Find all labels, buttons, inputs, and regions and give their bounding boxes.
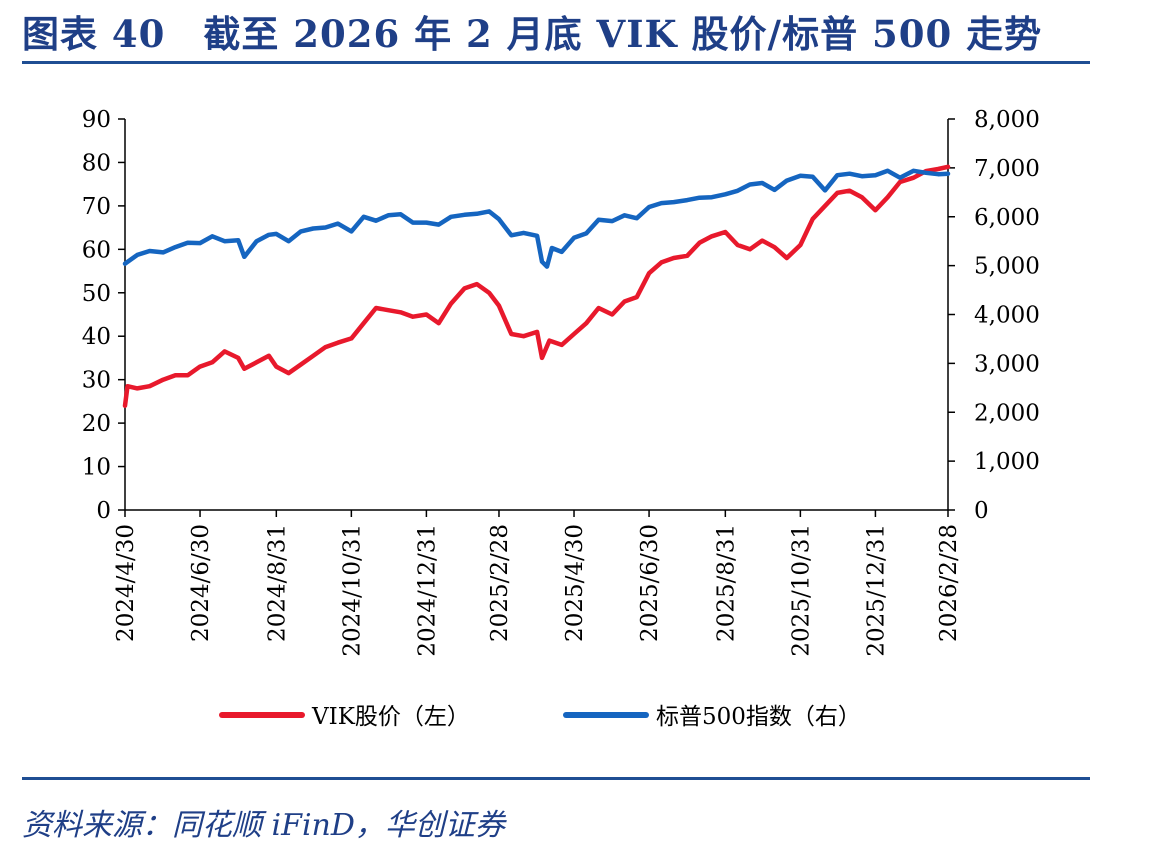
left-tick-label: 20 — [82, 411, 111, 437]
left-tick-label: 10 — [82, 455, 111, 481]
right-tick-label: 0 — [974, 498, 989, 524]
x-tick-label: 2024/6/30 — [188, 524, 214, 642]
right-tick-label: 1,000 — [974, 449, 1040, 475]
footer-rule — [22, 777, 1090, 780]
legend-item-vik-label: VIK股价（左） — [311, 704, 470, 730]
series-line-vik — [122, 164, 951, 408]
right-tick-label: 2,000 — [974, 400, 1040, 426]
figure-title: 图表 40 截至 2026 年 2 月底 VIK 股价/标普 500 走势 — [22, 12, 1043, 56]
legend: VIK股价（左） 标普500指数（右） — [219, 704, 861, 730]
left-tick-label: 90 — [82, 107, 111, 133]
x-tick-label: 2025/4/30 — [562, 524, 588, 642]
x-tick-label: 2025/6/30 — [637, 524, 663, 642]
right-tick-label: 3,000 — [974, 351, 1040, 377]
left-tick-label: 80 — [82, 150, 111, 176]
x-tick-label: 2026/2/28 — [936, 524, 962, 642]
source-note: 资料来源：同花顺 iFinD，华创证券 — [22, 808, 505, 843]
x-tick-label: 2025/2/28 — [487, 524, 513, 642]
legend-item-spx-label: 标普500指数（右） — [656, 704, 861, 730]
right-y-axis: 0 1,000 2,000 3,000 4,000 5,000 6,000 7,000 8,00… — [947, 107, 1040, 524]
x-tick-label: 2024/8/31 — [264, 524, 290, 642]
right-tick-label: 7,000 — [974, 156, 1040, 182]
line-chart: 0 10 20 30 40 50 60 70 80 90 0 1,000 2,000 3,000 4,00… — [82, 107, 1040, 730]
left-tick-label: 0 — [96, 498, 111, 524]
x-tick-label: 2024/12/31 — [414, 524, 440, 657]
x-axis: 2024/4/30 2024/6/30 2024/8/31 2024/10/31 202… — [113, 509, 962, 657]
right-tick-label: 8,000 — [974, 107, 1040, 133]
x-tick-label: 2025/12/31 — [863, 524, 889, 657]
right-tick-label: 5,000 — [974, 254, 1040, 280]
left-tick-label: 40 — [82, 324, 111, 350]
title-rule — [22, 61, 1090, 64]
series-layer — [122, 164, 951, 408]
series-line-spx — [122, 168, 951, 269]
x-tick-label: 2024/10/31 — [339, 524, 365, 657]
right-tick-label: 6,000 — [974, 205, 1040, 231]
left-tick-label: 60 — [82, 237, 111, 263]
right-tick-label: 4,000 — [974, 303, 1040, 329]
left-y-axis: 0 10 20 30 40 50 60 70 80 90 — [82, 107, 126, 524]
x-tick-label: 2025/8/31 — [713, 524, 739, 642]
x-tick-label: 2024/4/30 — [113, 524, 139, 642]
left-tick-label: 50 — [82, 281, 111, 307]
left-tick-label: 70 — [82, 194, 111, 220]
left-tick-label: 30 — [82, 368, 111, 394]
x-tick-label: 2025/10/31 — [788, 524, 814, 657]
